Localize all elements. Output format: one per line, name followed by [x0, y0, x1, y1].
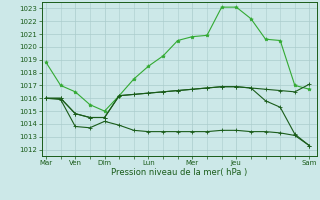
X-axis label: Pression niveau de la mer( hPa ): Pression niveau de la mer( hPa ) — [111, 168, 247, 177]
